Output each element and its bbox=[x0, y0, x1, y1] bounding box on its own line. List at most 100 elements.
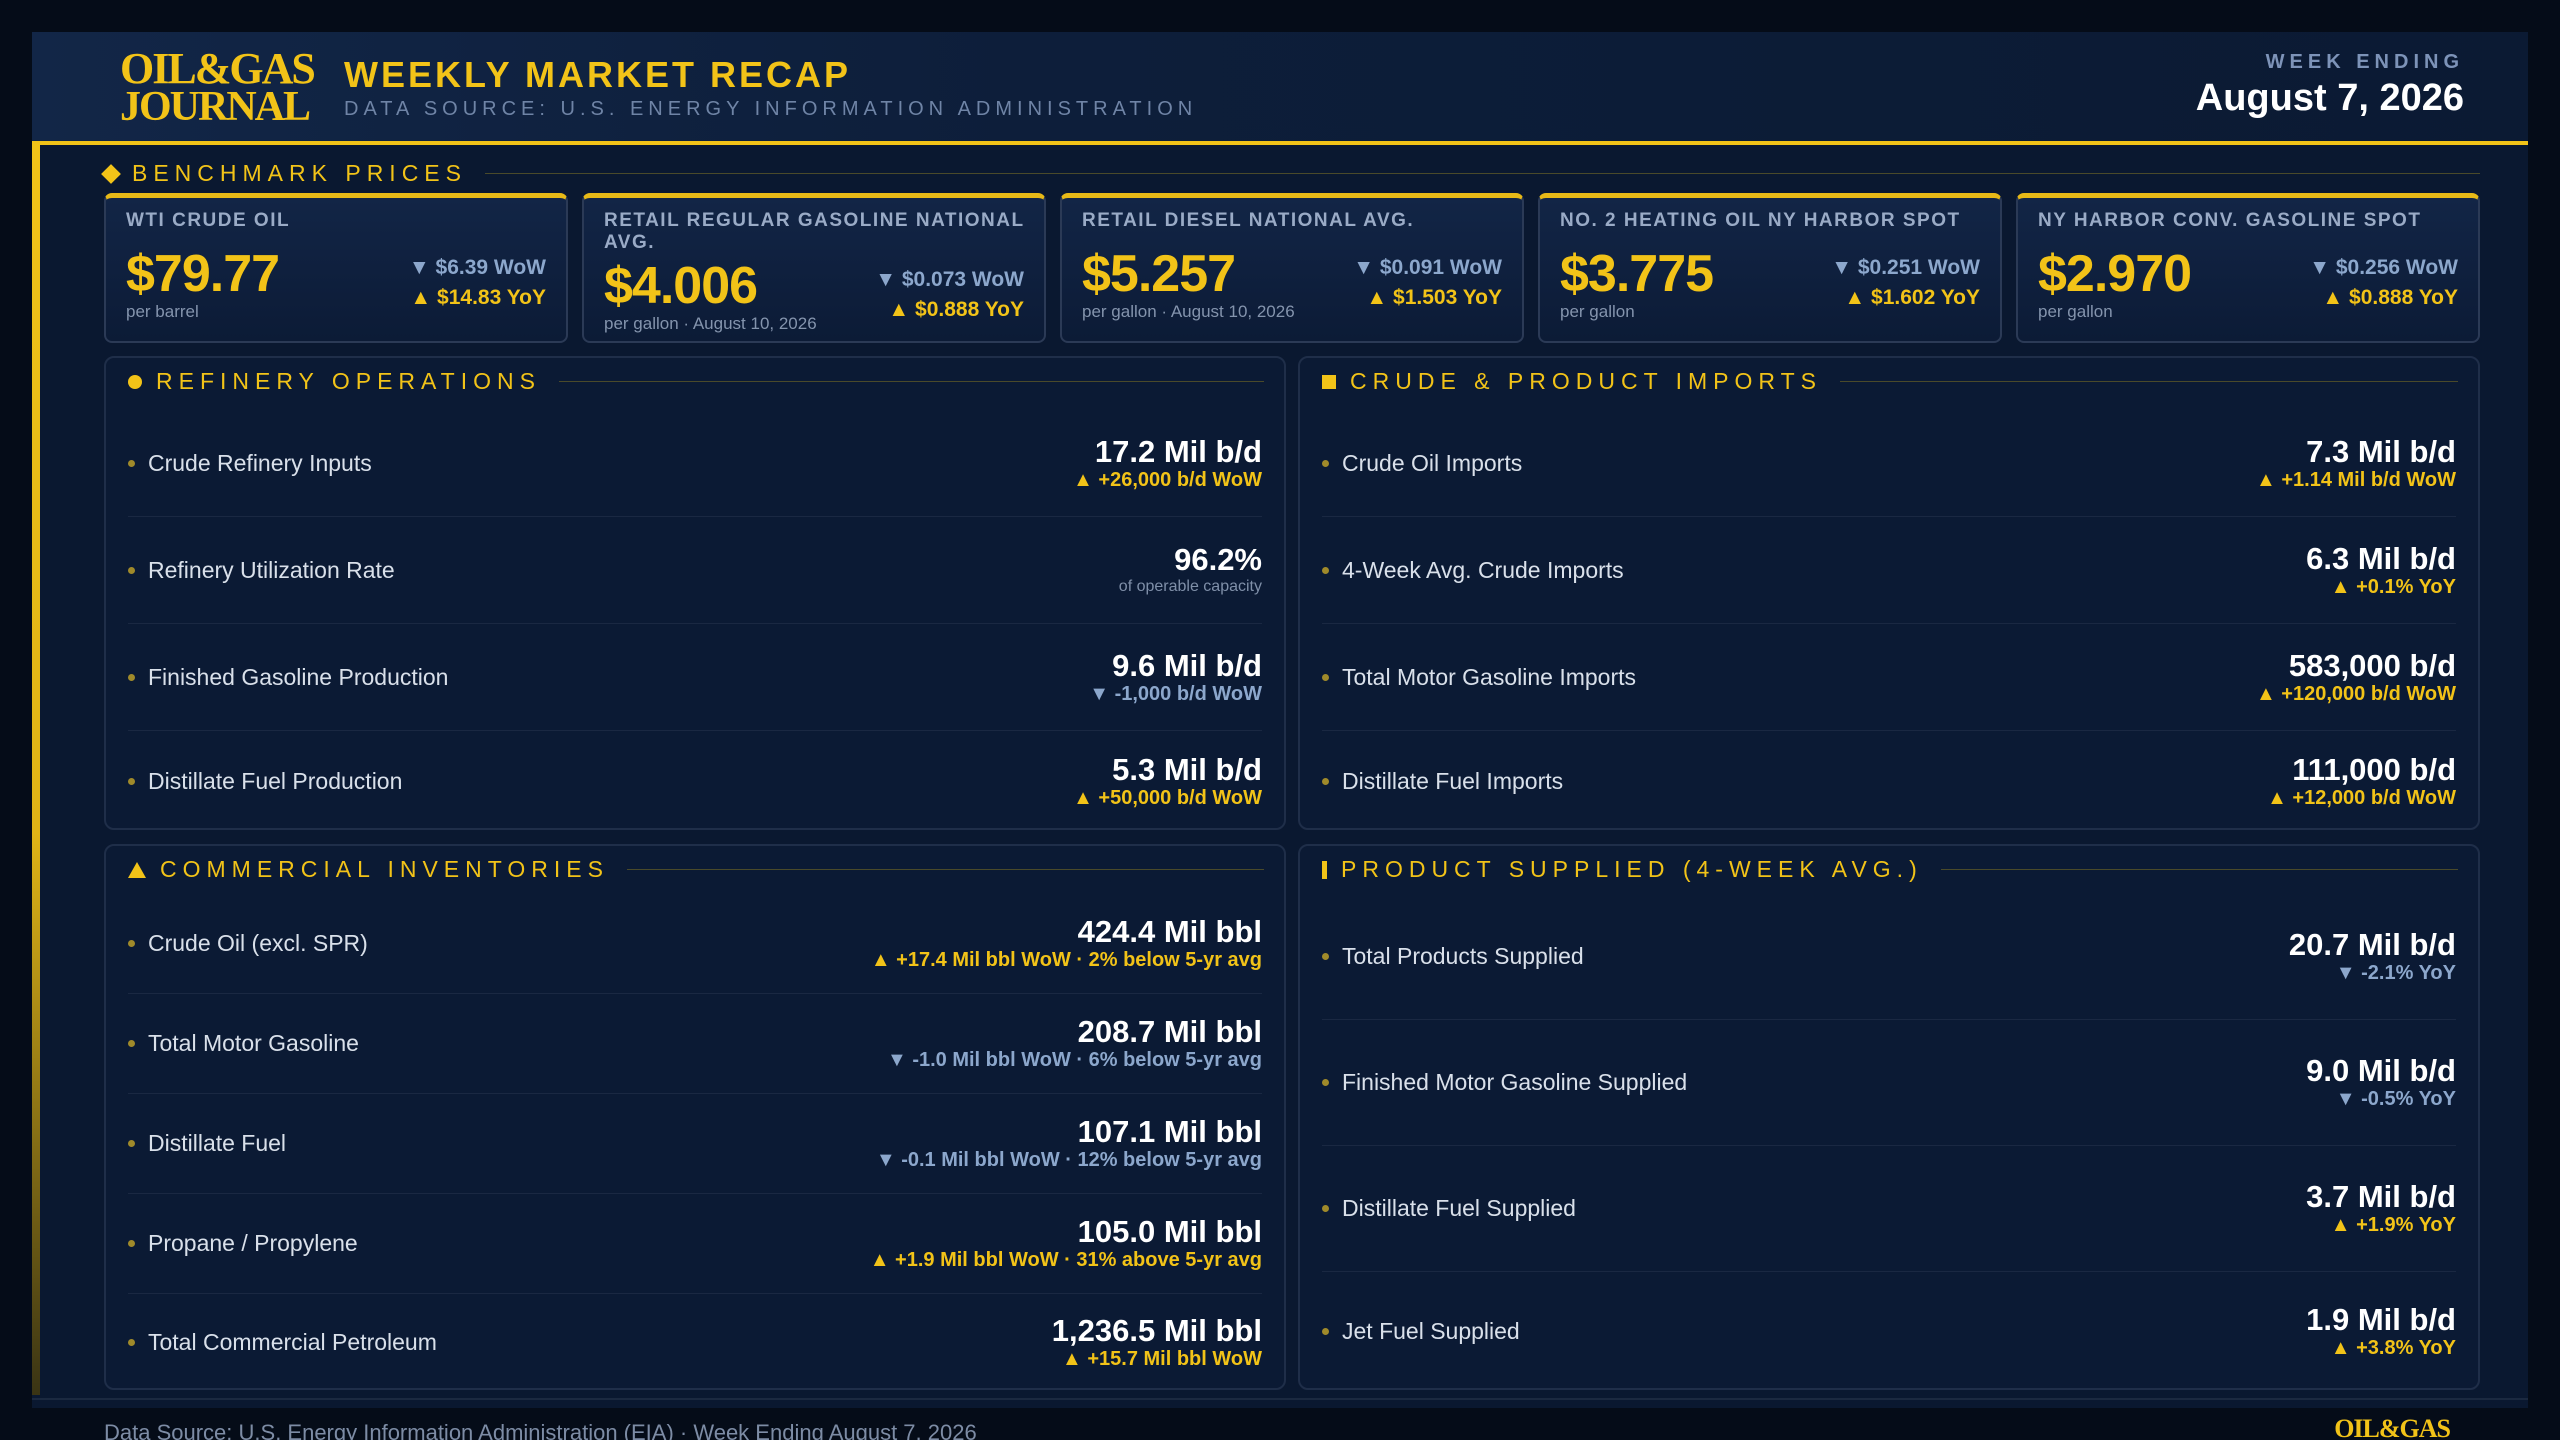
price-card-ny-harbor-gasoline: NY HARBOR CONV. GASOLINE SPOT $2.970 per… bbox=[2016, 193, 2480, 343]
header-bar: OIL&GAS JOURNAL WEEKLY MARKET RECAP DATA… bbox=[32, 32, 2528, 145]
logo-line-2: JOURNAL bbox=[120, 84, 311, 130]
bullet-icon bbox=[1322, 1327, 1329, 1335]
metric-value: 9.6 Mil b/d bbox=[1112, 647, 1262, 683]
card-price: $4.006 bbox=[604, 257, 758, 315]
commercial-inventories-panel: COMMERCIAL INVENTORIES Crude Oil (excl. … bbox=[104, 844, 1286, 1390]
metric-label: Distillate Fuel Supplied bbox=[1342, 1195, 1576, 1221]
metric-value: 7.3 Mil b/d bbox=[2306, 433, 2456, 469]
metric-change: ▼ -2.1% YoY bbox=[2335, 962, 2456, 984]
metric-row: Crude Oil (excl. SPR) 424.4 Mil bbl ▲ +17… bbox=[128, 894, 1262, 994]
metric-change: ▲ +12,000 b/d WoW bbox=[2267, 786, 2456, 809]
metric-value: 20.7 Mil b/d bbox=[2288, 927, 2456, 962]
supplied-section-header: PRODUCT SUPPLIED (4-WEEK AVG.) bbox=[1322, 856, 2458, 883]
card-price: $3.775 bbox=[1560, 245, 1714, 303]
imports-panel: CRUDE & PRODUCT IMPORTS Crude Oil Import… bbox=[1298, 356, 2480, 830]
bullet-icon bbox=[128, 673, 135, 681]
metric-value: 424.4 Mil bbl bbox=[1077, 914, 1262, 949]
divider bbox=[626, 869, 1264, 870]
metric-change: ▼ -0.1 Mil bbl WoW · 12% below 5-yr avg bbox=[875, 1149, 1262, 1171]
metric-value: 3.7 Mil b/d bbox=[2306, 1179, 2456, 1214]
metric-row: Jet Fuel Supplied 1.9 Mil b/d ▲ +3.8% YoY bbox=[1322, 1272, 2456, 1390]
metric-label: Distillate Fuel bbox=[148, 1130, 287, 1156]
metric-label: Total Motor Gasoline Imports bbox=[1342, 663, 1637, 690]
page-subtitle: DATA SOURCE: U.S. ENERGY INFORMATION ADM… bbox=[344, 98, 1198, 120]
metric-row: Total Commercial Petroleum 1,236.5 Mil b… bbox=[128, 1294, 1262, 1390]
card-wow-change: ▼ $6.39 WoW bbox=[408, 256, 546, 279]
week-ending-date: August 7, 2026 bbox=[2195, 77, 2464, 119]
metric-label: Jet Fuel Supplied bbox=[1342, 1317, 1520, 1344]
bullet-icon bbox=[128, 940, 135, 947]
divider bbox=[1839, 381, 2458, 382]
card-unit: per barrel bbox=[126, 302, 199, 321]
card-unit: per gallon bbox=[2038, 302, 2113, 321]
metric-row: 4-Week Avg. Crude Imports 6.3 Mil b/d ▲ +… bbox=[1322, 517, 2456, 624]
metric-value: 1.9 Mil b/d bbox=[2306, 1301, 2456, 1337]
bullet-icon bbox=[1322, 1205, 1329, 1212]
metric-row: Total Motor Gasoline 208.7 Mil bbl ▼ -1.0… bbox=[128, 994, 1262, 1094]
metric-row: Finished Gasoline Production 9.6 Mil b/d… bbox=[128, 624, 1262, 731]
card-yoy-change: ▲ $14.83 YoY bbox=[410, 286, 546, 309]
metric-value: 583,000 b/d bbox=[2288, 647, 2456, 683]
metric-value: 96.2% bbox=[1174, 541, 1262, 577]
metric-change: ▲ +50,000 b/d WoW bbox=[1073, 786, 1262, 809]
metric-value: 105.0 Mil bbl bbox=[1077, 1214, 1262, 1249]
card-unit: per gallon bbox=[1560, 302, 1635, 321]
metric-change: ▲ +1.9% YoY bbox=[2330, 1214, 2456, 1236]
refinery-operations-panel: REFINERY OPERATIONS Crude Refinery Input… bbox=[104, 356, 1286, 830]
metric-value: 208.7 Mil bbl bbox=[1077, 1014, 1262, 1049]
bullet-icon bbox=[1322, 777, 1329, 785]
metric-value: 9.0 Mil b/d bbox=[2306, 1053, 2456, 1088]
metric-value: 107.1 Mil bbl bbox=[1077, 1114, 1262, 1149]
bullet-icon bbox=[128, 566, 135, 574]
bullet-icon bbox=[128, 1140, 135, 1147]
metric-change: ▲ +3.8% YoY bbox=[2330, 1336, 2456, 1359]
metric-row: Distillate Fuel Imports 111,000 b/d ▲ +12… bbox=[1322, 731, 2456, 831]
metric-label: Crude Refinery Inputs bbox=[148, 449, 372, 476]
metric-label: 4-Week Avg. Crude Imports bbox=[1342, 556, 1624, 583]
metric-change: ▲ +120,000 b/d WoW bbox=[2255, 682, 2456, 705]
footer-logo: OIL&GAS bbox=[2334, 1414, 2451, 1440]
divider bbox=[484, 173, 2480, 174]
metric-change: ▲ +26,000 b/d WoW bbox=[1073, 468, 1262, 491]
card-wow-change: ▼ $0.091 WoW bbox=[1353, 256, 1502, 279]
metric-label: Total Commercial Petroleum bbox=[148, 1328, 437, 1355]
metric-label: Total Motor Gasoline bbox=[148, 1030, 359, 1056]
bullet-icon bbox=[128, 1240, 135, 1247]
card-yoy-change: ▲ $1.503 YoY bbox=[1366, 286, 1502, 309]
metric-note: of operable capacity bbox=[1118, 577, 1262, 595]
card-yoy-change: ▲ $1.602 YoY bbox=[1844, 286, 1980, 309]
brand-logo: OIL&GAS JOURNAL bbox=[120, 47, 320, 130]
card-yoy-change: ▲ $0.888 YoY bbox=[888, 298, 1024, 321]
bullet-icon bbox=[1322, 1079, 1329, 1086]
triangle-icon bbox=[128, 861, 146, 878]
diamond-icon bbox=[101, 163, 121, 184]
metric-row: Finished Motor Gasoline Supplied 9.0 Mil… bbox=[1322, 1020, 2456, 1146]
bullet-icon bbox=[1322, 459, 1329, 467]
price-card-retail-gasoline: RETAIL REGULAR GASOLINE NATIONAL AVG. $4… bbox=[582, 193, 1046, 343]
supplied-title: PRODUCT SUPPLIED (4-WEEK AVG.) bbox=[1341, 856, 1923, 882]
card-price: $79.77 bbox=[126, 245, 280, 303]
imports-title: CRUDE & PRODUCT IMPORTS bbox=[1350, 368, 1822, 394]
metric-value: 17.2 Mil b/d bbox=[1094, 433, 1262, 469]
card-label: RETAIL DIESEL NATIONAL AVG. bbox=[1082, 210, 1415, 231]
page-title: WEEKLY MARKET RECAP bbox=[344, 54, 852, 95]
bullet-icon bbox=[1322, 673, 1329, 681]
card-price: $5.257 bbox=[1082, 245, 1236, 303]
price-card-retail-diesel: RETAIL DIESEL NATIONAL AVG. $5.257 per g… bbox=[1060, 193, 1524, 343]
divider bbox=[558, 381, 1264, 382]
imports-section-header: CRUDE & PRODUCT IMPORTS bbox=[1322, 368, 2458, 395]
metric-label: Distillate Fuel Imports bbox=[1342, 767, 1564, 794]
metric-row: Distillate Fuel Production 5.3 Mil b/d ▲ … bbox=[128, 731, 1262, 831]
metric-label: Refinery Utilization Rate bbox=[148, 556, 395, 583]
card-label: RETAIL REGULAR GASOLINE NATIONAL AVG. bbox=[604, 210, 1025, 253]
metric-row: Crude Oil Imports 7.3 Mil b/d ▲ +1.14 Mil… bbox=[1322, 410, 2456, 517]
metric-change: ▲ +15.7 Mil bbl WoW bbox=[1062, 1347, 1262, 1370]
bullet-icon bbox=[1322, 566, 1329, 574]
inventories-title: COMMERCIAL INVENTORIES bbox=[160, 856, 609, 882]
metric-change: ▼ -1.0 Mil bbl WoW · 6% below 5-yr avg bbox=[886, 1049, 1262, 1071]
metric-row: Propane / Propylene 105.0 Mil bbl ▲ +1.9 … bbox=[128, 1194, 1262, 1294]
metric-value: 5.3 Mil b/d bbox=[1112, 751, 1262, 787]
card-label: WTI CRUDE OIL bbox=[126, 210, 291, 231]
metric-label: Finished Gasoline Production bbox=[148, 663, 449, 690]
bullet-icon bbox=[128, 459, 135, 467]
